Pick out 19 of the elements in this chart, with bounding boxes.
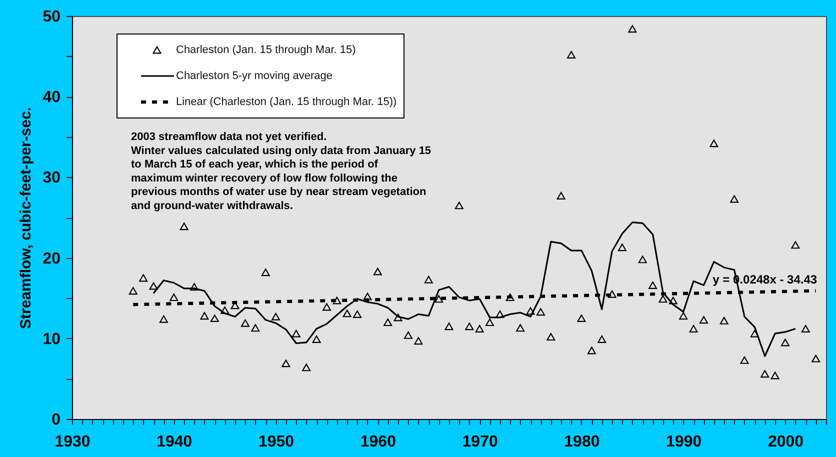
y-tick-label: 10	[42, 330, 61, 348]
y-tick-label: 30	[42, 170, 61, 187]
x-tick-label: 1970	[462, 434, 498, 450]
x-tick-label: 1980	[564, 434, 600, 450]
y-tick-label: 40	[42, 89, 61, 106]
y-axis-title: Streamflow, cubic-feet-per-sec.	[18, 106, 35, 330]
legend-label: Charleston 5-yr moving average	[176, 70, 333, 82]
x-tick-label: 1930	[54, 434, 90, 450]
x-tick-label: 2000	[768, 434, 804, 450]
x-tick-label: 1960	[360, 434, 396, 450]
y-tick-label: 20	[42, 250, 61, 268]
y-tick-label: 50	[42, 8, 61, 26]
x-tick-label: 1990	[666, 434, 702, 450]
x-tick-label: 1940	[156, 434, 192, 450]
annotation: 2003 streamflow data not yet verified. Winter values calculated using only data from January 15 to March 15 of each year, which is the period of maximum winter recovery of low flow following the previous months of water use by near stream vegetation and ground-water withdrawals.	[131, 131, 432, 212]
x-tick-label: 1950	[258, 434, 294, 450]
legend-label: Linear (Charleston (Jan. 15 through Mar. 15))	[176, 96, 397, 108]
legend-label: Charleston (Jan. 15 through Mar. 15)	[176, 44, 356, 56]
y-tick-label: 0	[52, 412, 61, 428]
